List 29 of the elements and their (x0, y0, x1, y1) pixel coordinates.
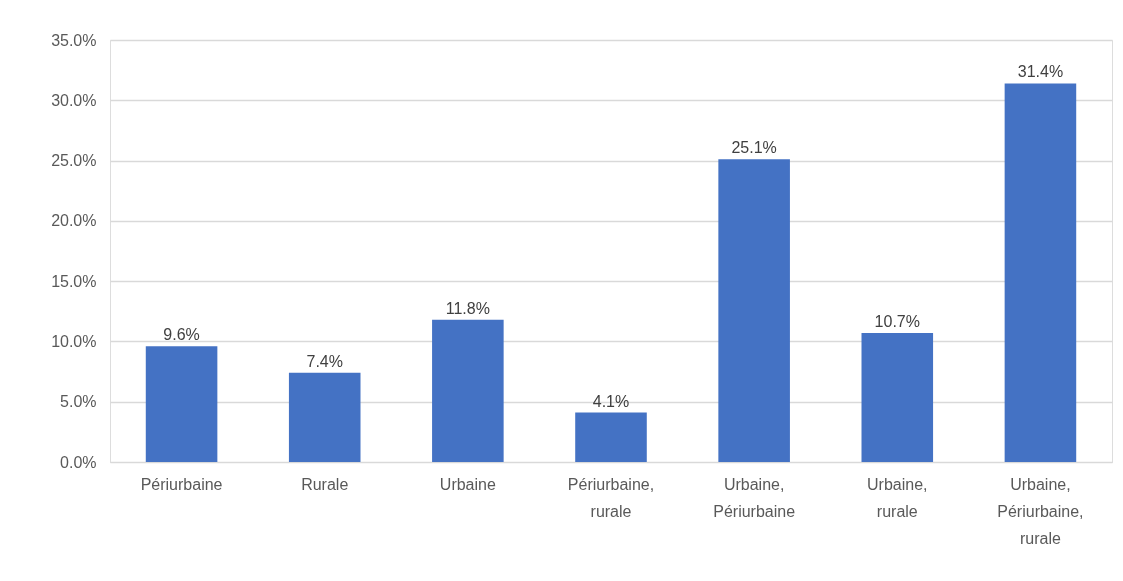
x-tick-label: Urbaine, rurale (867, 475, 928, 520)
data-label: 25.1% (731, 139, 777, 157)
data-label: 11.8% (445, 299, 490, 317)
y-tick-label: 10.0% (51, 332, 97, 350)
x-tick-label: Urbaine (439, 475, 496, 493)
y-tick-label: 25.0% (51, 152, 97, 170)
bar (145, 346, 218, 462)
bar (1004, 83, 1077, 462)
data-label: 7.4% (306, 352, 343, 370)
bar (432, 319, 504, 462)
bar (288, 372, 361, 462)
bar (575, 412, 647, 462)
data-label: 31.4% (1017, 63, 1064, 81)
x-tick-label: Urbaine, Périurbaine, rurale (997, 475, 1084, 547)
y-tick-label: 0.0% (60, 453, 97, 471)
y-tick-label: 30.0% (51, 91, 97, 109)
x-tick-label: Périurbaine (140, 475, 223, 493)
bar (718, 159, 790, 462)
y-tick-label: 35.0% (51, 31, 97, 49)
data-label: 10.7% (874, 312, 920, 330)
x-tick-label: Périurbaine, rurale (567, 475, 655, 520)
data-label: 9.6% (163, 326, 200, 344)
y-tick-label: 15.0% (51, 272, 97, 290)
y-tick-label: 20.0% (51, 212, 97, 230)
x-tick-label: Rurale (301, 475, 349, 493)
y-tick-label: 5.0% (60, 393, 97, 411)
bar (861, 332, 934, 462)
data-label: 4.1% (592, 392, 630, 410)
x-tick-label: Urbaine, Périurbaine (713, 475, 796, 520)
